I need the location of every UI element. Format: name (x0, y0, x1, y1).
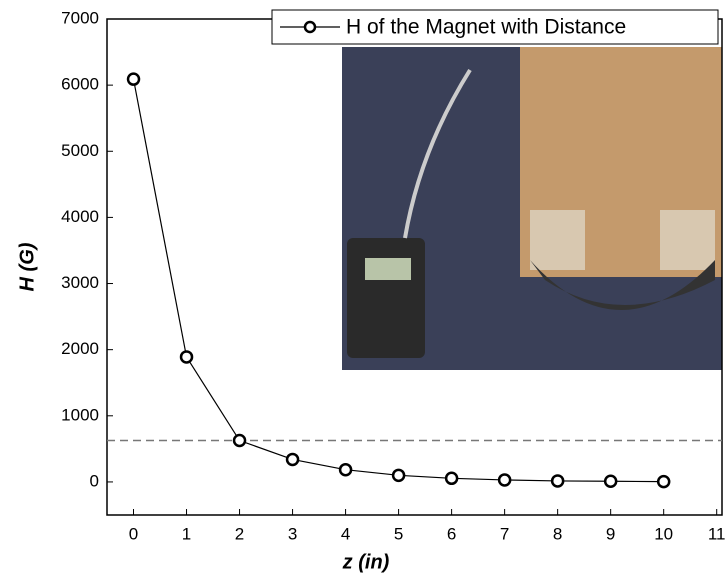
marker (338, 462, 353, 477)
y-tick-label: 7000 (61, 8, 99, 27)
y-tick-label: 5000 (61, 141, 99, 160)
x-axis-label: z (in) (342, 551, 390, 573)
x-tick-label: 9 (606, 524, 615, 543)
y-tick-label: 0 (90, 471, 99, 490)
marker (391, 468, 406, 483)
marker (497, 473, 512, 487)
y-tick-label: 1000 (61, 405, 99, 424)
inset-photo (342, 47, 722, 370)
x-tick-label: 3 (288, 524, 297, 543)
x-tick-label: 4 (341, 524, 350, 543)
x-tick-label: 2 (235, 524, 244, 543)
y-tick-label: 2000 (61, 339, 99, 358)
y-tick-label: 3000 (61, 273, 99, 292)
marker (444, 471, 459, 486)
x-tick-label: 5 (394, 524, 403, 543)
x-tick-label: 10 (654, 524, 673, 543)
legend-marker (303, 20, 317, 34)
legend-label: H of the Magnet with Distance (346, 16, 626, 39)
marker (656, 474, 671, 489)
x-tick-label: 6 (447, 524, 456, 543)
x-tick-label: 7 (500, 524, 509, 543)
marker (126, 72, 141, 86)
marker (232, 433, 247, 448)
legend-box (271, 9, 719, 45)
y-tick-label: 4000 (61, 207, 99, 226)
marker (179, 350, 194, 364)
marker (550, 474, 565, 488)
x-tick-label: 1 (182, 524, 191, 543)
y-axis-label: H (G) (16, 242, 38, 291)
x-tick-label: 0 (129, 524, 138, 543)
marker (603, 474, 618, 489)
y-tick-label: 6000 (61, 75, 99, 94)
marker (285, 452, 300, 467)
x-tick-label: 8 (553, 524, 562, 543)
x-tick-label: 11 (708, 524, 726, 543)
